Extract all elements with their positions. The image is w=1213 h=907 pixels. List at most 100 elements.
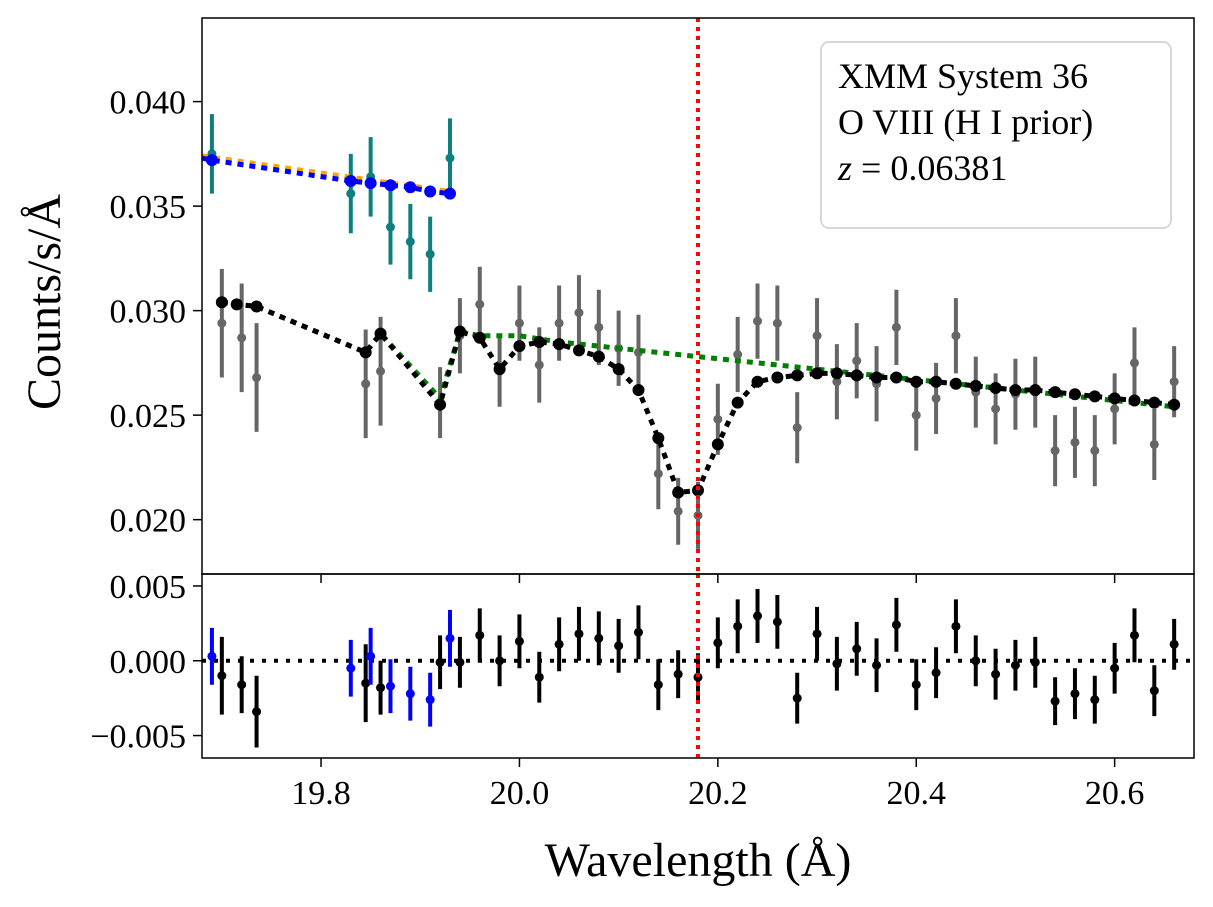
blue-residual-point bbox=[425, 695, 435, 705]
black-model-marker bbox=[811, 367, 824, 380]
black-model-marker bbox=[453, 325, 466, 338]
top-plot-area bbox=[202, 18, 1181, 574]
blue-residual-point bbox=[346, 663, 356, 673]
teal-data-series bbox=[207, 114, 455, 292]
legend-z-value: 0.06381 bbox=[890, 148, 1007, 188]
y-axis-label: Counts/s/Å bbox=[18, 194, 71, 410]
black-residual-point bbox=[237, 680, 247, 690]
black-model-marker bbox=[374, 327, 387, 340]
grey-data-point bbox=[554, 318, 564, 328]
black-model-marker bbox=[1029, 384, 1042, 397]
legend-z-equals: = bbox=[852, 148, 890, 188]
black-model-marker bbox=[910, 375, 923, 388]
black-residual-point bbox=[1010, 660, 1020, 670]
grey-data-point bbox=[361, 379, 371, 389]
teal-data-point bbox=[405, 237, 415, 247]
grey-data-point bbox=[252, 373, 262, 383]
top-y-tick-label: 0.035 bbox=[110, 189, 187, 226]
blue-model-markers bbox=[205, 154, 456, 200]
black-model-marker bbox=[215, 296, 228, 309]
black-model-marker bbox=[1108, 392, 1121, 405]
black-residual-point bbox=[653, 680, 663, 690]
grey-data-point bbox=[1070, 437, 1080, 447]
black-residual-point bbox=[971, 656, 981, 666]
black-model-marker bbox=[493, 363, 506, 376]
x-axis: 19.8 20.0 20.2 20.4 20.6 bbox=[291, 574, 1144, 812]
black-model-marker bbox=[890, 371, 903, 384]
black-residual-point bbox=[931, 668, 941, 678]
bottom-plot-area bbox=[202, 574, 1194, 758]
black-residual-point bbox=[1149, 686, 1159, 696]
black-residual-point bbox=[361, 678, 371, 688]
black-residual-point bbox=[1090, 695, 1100, 705]
black-residual-point bbox=[1169, 639, 1179, 649]
black-model-marker bbox=[1168, 398, 1181, 411]
teal-data-point bbox=[385, 222, 395, 232]
black-model-marker bbox=[711, 438, 724, 451]
blue-model-marker bbox=[444, 187, 456, 200]
black-residual-point bbox=[574, 629, 584, 639]
blue-residual-point bbox=[207, 651, 217, 661]
blue-residual-series bbox=[207, 609, 455, 727]
black-residual-point bbox=[633, 627, 643, 637]
black-residual-point bbox=[534, 672, 544, 682]
grey-data-point bbox=[1090, 446, 1100, 456]
black-residual-point bbox=[772, 617, 782, 627]
grey-data-point bbox=[1169, 377, 1179, 387]
black-model-marker bbox=[672, 486, 685, 499]
grey-data-point bbox=[653, 469, 663, 479]
top-y-tick-label: 0.025 bbox=[110, 398, 187, 435]
bottom-y-tick-label: 0.000 bbox=[110, 644, 187, 681]
bottom-y-axis: −0.005 0.000 0.005 bbox=[90, 569, 202, 756]
grey-data-point bbox=[475, 299, 485, 309]
x-tick-label: 20.0 bbox=[490, 775, 550, 812]
black-model-marker bbox=[751, 375, 764, 388]
black-residual-point bbox=[872, 660, 882, 670]
black-residual-point bbox=[891, 620, 901, 630]
teal-data-point bbox=[425, 249, 435, 259]
x-tick-label: 20.4 bbox=[886, 775, 946, 812]
black-model-marker bbox=[1009, 384, 1022, 397]
blue-model-marker bbox=[344, 175, 357, 188]
black-model-marker bbox=[612, 363, 625, 376]
grey-data-point bbox=[852, 356, 862, 366]
black-model-marker bbox=[533, 335, 546, 348]
top-panel: 0.020 0.025 0.030 0.035 0.040 bbox=[110, 17, 1195, 575]
black-model-marker bbox=[850, 369, 863, 382]
bottom-panel-frame bbox=[201, 573, 1195, 759]
black-residual-point bbox=[733, 621, 743, 631]
black-model-marker bbox=[731, 396, 744, 409]
black-model-marker bbox=[572, 344, 585, 357]
black-residual-point bbox=[1050, 696, 1060, 706]
blue-model-marker bbox=[424, 185, 437, 198]
black-model-marker bbox=[1148, 396, 1161, 409]
black-residual-point bbox=[832, 659, 842, 669]
black-residual-point bbox=[514, 636, 524, 646]
x-tick-label: 20.2 bbox=[688, 775, 748, 812]
black-model-marker bbox=[989, 381, 1002, 394]
grey-data-point bbox=[931, 393, 941, 403]
black-model-marker bbox=[473, 331, 486, 344]
grey-data-point bbox=[911, 410, 921, 420]
grey-data-point bbox=[772, 318, 782, 328]
black-residual-point bbox=[1110, 663, 1120, 673]
black-residual-point bbox=[1129, 630, 1139, 640]
black-residual-point bbox=[554, 639, 564, 649]
legend-box bbox=[820, 41, 1172, 229]
black-model-marker bbox=[359, 346, 372, 359]
blue-model-marker bbox=[404, 181, 417, 194]
black-residual-point bbox=[252, 707, 262, 717]
grey-data-point bbox=[991, 404, 1001, 414]
black-model-marker bbox=[1049, 386, 1062, 399]
blue-residual-point bbox=[385, 681, 395, 691]
grey-data-point bbox=[1050, 446, 1060, 456]
black-residual-point bbox=[753, 611, 763, 621]
grey-data-point bbox=[733, 350, 743, 360]
grey-data-point bbox=[951, 331, 961, 341]
bottom-panel: −0.005 0.000 0.005 19.8 20.0 20.2 20.4 20.6 bbox=[90, 569, 1195, 812]
legend-title-line2: O VIII (H I prior) bbox=[838, 102, 1093, 142]
black-residual-point bbox=[435, 657, 445, 667]
grey-data-point bbox=[891, 322, 901, 332]
grey-data-point bbox=[1129, 358, 1139, 368]
